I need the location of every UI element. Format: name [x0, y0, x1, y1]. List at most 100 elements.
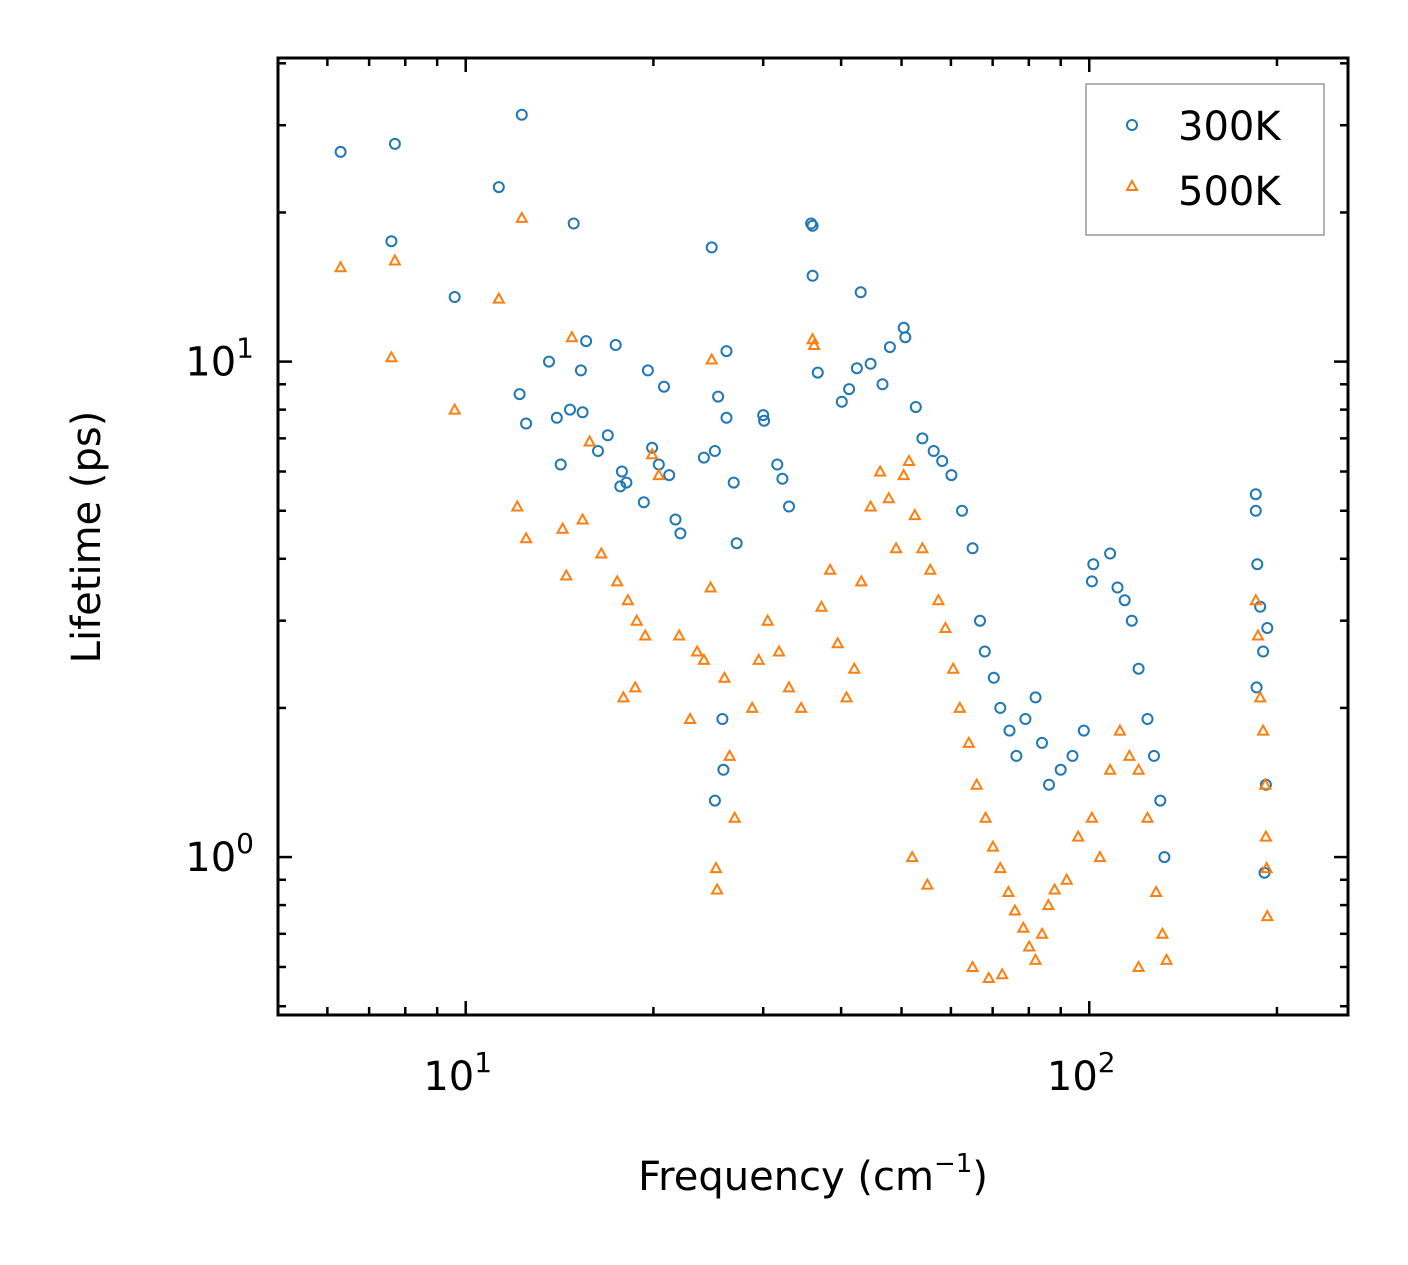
- data-point-300K-32: [712, 390, 725, 403]
- data-point-300K-53: [883, 341, 896, 354]
- data-point-300K-1: [388, 137, 401, 150]
- data-point-300K-84: [1148, 749, 1160, 762]
- data-point-300K-95: [1261, 622, 1274, 634]
- data-point-300K-58: [927, 445, 940, 457]
- data-point-300K-64: [978, 645, 991, 658]
- data-point-500K-46: [854, 574, 868, 587]
- data-point-500K-62: [978, 810, 993, 823]
- data-point-300K-50: [850, 362, 863, 375]
- data-point-300K-47: [854, 286, 867, 299]
- data-point-500K-49: [882, 491, 896, 504]
- data-point-500K-50: [889, 541, 903, 554]
- data-point-300K-9: [543, 355, 555, 368]
- data-point-500K-92: [1258, 777, 1272, 790]
- data-point-300K-49: [843, 383, 856, 396]
- data-point-500K-48: [873, 464, 887, 477]
- data-point-300K-26: [663, 469, 676, 482]
- data-point-500K-31: [709, 861, 723, 874]
- data-point-500K-35: [761, 613, 775, 626]
- y-axis-label: Lifetime (ps): [64, 411, 110, 664]
- data-point-500K-43: [831, 636, 845, 649]
- y-tick-label-10: 101: [185, 332, 254, 386]
- data-point-300K-42: [783, 500, 795, 513]
- data-point-500K-22: [703, 580, 718, 593]
- data-point-500K-34: [752, 652, 766, 665]
- data-point-500K-15: [630, 613, 644, 626]
- data-point-300K-20: [620, 476, 633, 489]
- data-point-500K-7: [519, 531, 533, 544]
- data-point-500K-6: [510, 499, 524, 512]
- data-point-300K-7: [580, 335, 593, 348]
- data-point-300K-55: [899, 331, 912, 344]
- data-point-300K-40: [771, 458, 784, 471]
- data-point-500K-58: [946, 661, 960, 674]
- data-point-300K-92: [1251, 558, 1264, 571]
- data-point-300K-5: [515, 108, 528, 121]
- data-point-300K-86: [1158, 851, 1171, 864]
- data-point-300K-24: [646, 441, 659, 454]
- data-point-500K-10: [575, 512, 590, 525]
- data-point-300K-70: [1029, 691, 1042, 704]
- data-point-500K-1: [388, 253, 402, 266]
- x-axis-label: Frequency (cm−1): [638, 1149, 988, 1200]
- data-point-300K-6: [567, 217, 580, 230]
- data-point-500K-9: [559, 568, 573, 581]
- data-point-500K-97: [920, 877, 935, 890]
- data-point-500K-19: [565, 330, 579, 343]
- data-point-300K-89: [708, 794, 721, 807]
- data-point-500K-27: [652, 468, 666, 481]
- data-point-300K-31: [720, 345, 733, 358]
- data-point-500K-88: [1249, 593, 1263, 606]
- data-point-500K-94: [1259, 861, 1274, 874]
- data-point-500K-85: [982, 970, 996, 983]
- data-point-500K-76: [1103, 762, 1117, 775]
- data-point-500K-96: [905, 850, 919, 863]
- data-point-500K-20: [672, 628, 686, 641]
- data-point-300K-77: [1085, 575, 1098, 588]
- data-point-500K-21: [690, 644, 704, 657]
- data-point-300K-81: [1125, 614, 1138, 627]
- data-point-500K-14: [621, 593, 635, 606]
- series-500K: [333, 210, 1274, 983]
- data-point-500K-69: [1028, 952, 1043, 965]
- data-point-300K-18: [554, 458, 567, 471]
- data-point-500K-52: [902, 453, 916, 466]
- data-point-500K-80: [1140, 810, 1155, 823]
- data-point-500K-29: [722, 748, 737, 761]
- data-point-300K-38: [757, 409, 770, 422]
- data-point-500K-26: [645, 447, 659, 460]
- data-point-500K-70: [1035, 926, 1049, 939]
- data-point-300K-45: [806, 219, 819, 232]
- data-point-500K-79: [1131, 762, 1146, 775]
- plot-frame: [276, 56, 1350, 1017]
- data-point-500K-24: [705, 352, 719, 365]
- data-point-300K-4: [492, 181, 505, 194]
- data-point-500K-73: [1071, 829, 1085, 842]
- data-point-500K-57: [938, 620, 953, 633]
- plot-area: [333, 108, 1274, 983]
- data-point-300K-67: [1003, 724, 1016, 737]
- data-point-500K-86: [995, 967, 1009, 980]
- data-point-500K-2: [384, 350, 399, 363]
- data-point-500K-66: [1008, 903, 1022, 916]
- data-point-500K-87: [1041, 898, 1056, 911]
- data-point-500K-41: [814, 599, 829, 612]
- data-point-300K-60: [945, 469, 958, 482]
- data-point-300K-37: [730, 537, 743, 550]
- data-point-500K-45: [847, 661, 861, 674]
- data-point-300K-44: [805, 217, 818, 230]
- data-point-500K-25: [683, 711, 697, 724]
- data-point-300K-3: [448, 291, 461, 303]
- data-point-300K-71: [1036, 736, 1048, 749]
- data-point-300K-69: [1019, 713, 1032, 725]
- y-tick-label-1: 100: [185, 827, 254, 881]
- data-point-300K-43: [806, 269, 819, 282]
- data-point-300K-87: [716, 713, 729, 725]
- data-point-300K-8: [609, 339, 622, 351]
- data-point-300K-98: [1250, 681, 1263, 694]
- data-point-300K-56: [909, 401, 922, 413]
- data-point-300K-22: [641, 364, 654, 377]
- data-point-300K-16: [601, 429, 614, 442]
- data-point-300K-2: [385, 235, 398, 248]
